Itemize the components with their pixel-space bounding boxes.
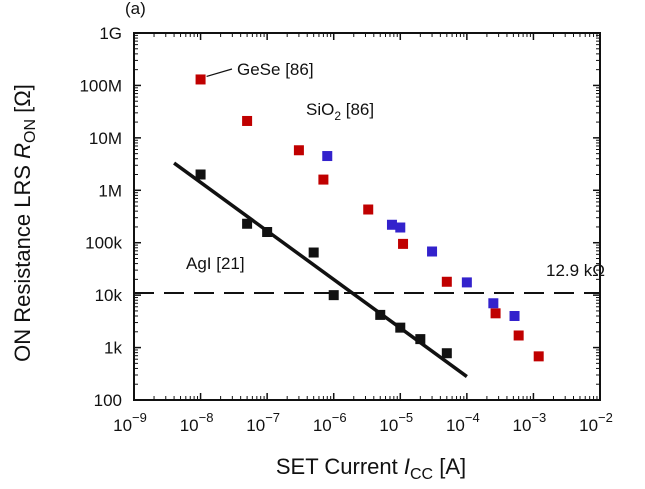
x-tick-base: 10 — [313, 416, 332, 435]
x-tick-base: 10 — [513, 416, 532, 435]
y-axis-title: ON Resistance LRS RON [Ω] — [10, 84, 39, 362]
agi-marker — [242, 218, 253, 229]
x-tick-label: 10−4 — [446, 410, 480, 435]
x-axis-ticks: 10−9 10−8 10−7 10−6 10−5 10−4 10−3 10−2 — [113, 33, 613, 435]
data-markers — [195, 74, 544, 362]
plot-frame — [133, 32, 601, 401]
x-tick-base: 10 — [379, 416, 398, 435]
x-axis-title: SET Current ICC [A] — [276, 454, 466, 483]
y-title-italic: R — [10, 143, 35, 159]
x-title-italic: I — [404, 454, 410, 479]
gese-marker — [490, 308, 501, 319]
y-axis-ticks: 100 1k 10k 100k 1M 10M 100M 1G — [79, 24, 600, 410]
gese-marker — [513, 330, 524, 341]
sio2-annotation: SiO2 [86] — [306, 100, 374, 123]
sio2-marker — [322, 151, 333, 162]
sio2-marker — [427, 246, 438, 257]
gese-marker — [195, 74, 206, 85]
x-tick-exponent: −3 — [531, 410, 546, 425]
sio2-annotation-tail: [86] — [341, 100, 374, 119]
x-tick-label: 10−3 — [513, 410, 547, 435]
sio2-marker — [395, 222, 406, 233]
gese-marker — [363, 204, 374, 215]
x-tick-base: 10 — [446, 416, 465, 435]
x-tick-label: 10−5 — [379, 410, 413, 435]
y-tick-label: 1G — [99, 24, 122, 43]
agi-marker — [308, 247, 319, 258]
y-title-main: ON Resistance LRS — [10, 159, 35, 362]
sio2-marker — [386, 219, 397, 230]
y-tick-label: 1k — [104, 339, 122, 358]
gese-marker — [533, 351, 544, 362]
gese-marker — [441, 276, 452, 287]
x-tick-exponent: −2 — [598, 410, 613, 425]
sio2-marker — [461, 277, 472, 288]
gese-annotation: GeSe [86] — [237, 60, 314, 79]
x-tick-label: 10−8 — [180, 410, 214, 435]
agi-marker — [328, 290, 339, 301]
x-tick-exponent: −9 — [132, 410, 147, 425]
sio2-marker — [509, 311, 520, 322]
x-tick-exponent: −8 — [199, 410, 214, 425]
sio2-annotation-main: SiO — [306, 100, 334, 119]
gese-marker — [293, 145, 304, 156]
x-tick-base: 10 — [246, 416, 265, 435]
agi-marker — [375, 309, 386, 320]
panel-label: (a) — [125, 0, 146, 18]
x-title-sub: CC — [410, 466, 433, 483]
x-tick-base: 10 — [579, 416, 598, 435]
reference-line-label: 12.9 kΩ — [546, 261, 605, 280]
x-tick-base: 10 — [180, 416, 199, 435]
x-tick-label: 10−2 — [579, 410, 613, 435]
x-tick-label: 10−6 — [313, 410, 347, 435]
x-tick-exponent: −7 — [265, 410, 280, 425]
agi-annotation: AgI [21] — [186, 254, 245, 273]
sio2-annotation-sub: 2 — [334, 109, 341, 123]
agi-marker — [262, 227, 273, 238]
x-title-unit: [A] — [433, 454, 466, 479]
x-tick-label: 10−7 — [246, 410, 280, 435]
y-tick-label: 10k — [95, 286, 123, 305]
sio2-marker — [488, 298, 499, 309]
x-title-main: SET Current — [276, 454, 404, 479]
y-tick-label: 100k — [85, 234, 122, 253]
y-title-sub: ON — [22, 119, 39, 143]
gese-marker — [318, 174, 329, 185]
gese-leader-line — [206, 68, 233, 78]
annotations: GeSe [86] SiO2 [86] AgI [21] 12.9 kΩ — [186, 60, 605, 280]
agi-marker — [415, 334, 426, 345]
x-tick-label: 10−9 — [113, 410, 147, 435]
y-tick-label: 10M — [89, 129, 122, 148]
x-tick-exponent: −4 — [465, 410, 480, 425]
x-tick-exponent: −6 — [332, 410, 347, 425]
y-tick-label: 1M — [98, 181, 122, 200]
x-tick-base: 10 — [113, 416, 132, 435]
y-tick-label: 100 — [94, 391, 122, 410]
y-tick-label: 100M — [79, 76, 122, 95]
agi-marker — [195, 169, 206, 180]
x-tick-exponent: −5 — [398, 410, 413, 425]
agi-marker — [441, 348, 452, 359]
y-title-unit: [Ω] — [10, 84, 35, 119]
gese-marker — [398, 238, 409, 249]
gese-marker — [242, 115, 253, 126]
agi-marker — [395, 322, 406, 333]
